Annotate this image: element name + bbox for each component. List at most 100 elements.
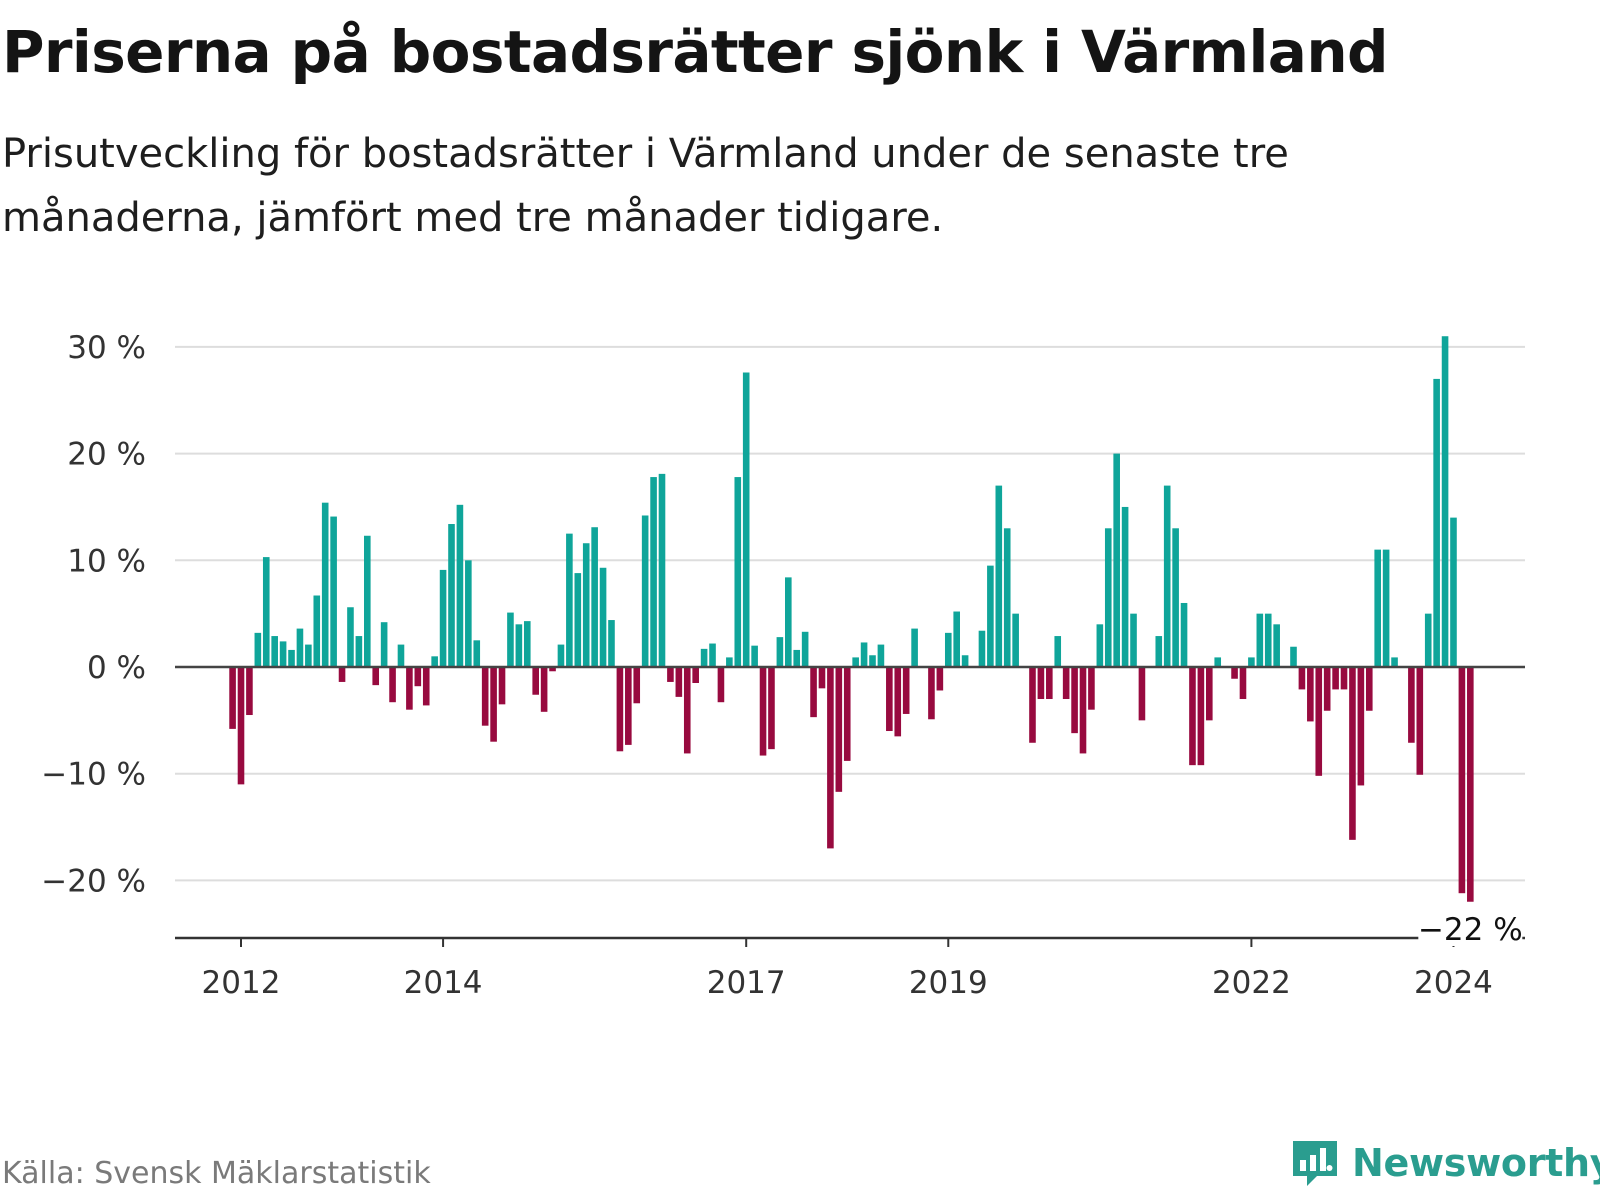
bar <box>237 667 245 785</box>
bar <box>667 667 674 682</box>
bar <box>894 667 902 737</box>
bar <box>835 667 843 792</box>
bar <box>1231 667 1238 679</box>
bar <box>961 655 969 667</box>
y-tick-label: 20 % <box>67 437 146 473</box>
bar <box>347 607 354 667</box>
bar <box>1088 667 1095 710</box>
brand-name: Newsworthy <box>1352 1141 1600 1185</box>
bar <box>742 372 750 667</box>
x-tick-label: 2014 <box>404 965 483 1001</box>
bar <box>1433 378 1440 667</box>
bar <box>1071 667 1078 734</box>
bar <box>608 620 615 667</box>
last-value-annotation: −22 % <box>1418 912 1523 948</box>
grid-lines <box>175 345 1525 882</box>
bar <box>1315 667 1323 776</box>
x-tick-label: 2012 <box>202 965 281 1001</box>
y-tick-label: 0 % <box>87 650 146 686</box>
bar <box>364 535 371 667</box>
bar <box>625 667 632 745</box>
bar <box>1458 667 1466 894</box>
bar <box>262 557 270 667</box>
bar <box>380 622 388 667</box>
bar <box>549 667 556 672</box>
bar <box>498 667 506 705</box>
bar <box>995 485 1003 667</box>
bar <box>465 560 472 667</box>
bar <box>1096 624 1104 667</box>
bar <box>313 595 321 667</box>
bar <box>860 642 868 667</box>
bar <box>1046 667 1053 700</box>
bar <box>633 667 641 704</box>
bar <box>1467 667 1474 902</box>
y-tick-label: 30 % <box>67 330 146 366</box>
bar <box>1104 528 1112 667</box>
bar <box>271 636 278 667</box>
bar <box>439 569 447 667</box>
bar <box>801 631 809 667</box>
bar <box>296 628 304 667</box>
x-tick-label: 2017 <box>707 965 786 1001</box>
bar <box>683 667 691 754</box>
bar <box>886 667 893 732</box>
bar <box>591 527 598 667</box>
bar <box>650 477 657 667</box>
bar <box>414 667 422 687</box>
bar <box>1113 453 1120 667</box>
bar <box>1079 667 1087 754</box>
bar <box>490 667 497 742</box>
bar <box>1340 667 1348 690</box>
y-tick-label: −20 % <box>41 863 146 899</box>
bar <box>532 667 539 695</box>
bar <box>1391 657 1398 667</box>
y-tick-label: −10 % <box>41 757 146 793</box>
bar <box>1323 667 1331 711</box>
bar <box>827 667 834 849</box>
bar <box>321 502 329 667</box>
bar <box>523 621 531 667</box>
source-note: Källa: Svensk Mäklarstatistik <box>2 1156 431 1191</box>
bar <box>843 667 851 761</box>
bar <box>928 667 935 720</box>
bar <box>1450 517 1457 667</box>
bar <box>675 667 683 697</box>
bar <box>726 657 733 667</box>
bar <box>936 667 944 691</box>
bar <box>776 637 784 667</box>
bar <box>582 543 590 667</box>
bar <box>473 640 481 667</box>
bar <box>987 565 994 667</box>
bar-chart: −20 % −10 % 0 % 10 % 20 % 30 % 2012 2014 2017 201… <box>41 330 1525 1001</box>
bar <box>1138 667 1146 721</box>
bar <box>246 667 253 716</box>
bar <box>1163 485 1171 667</box>
bar <box>1054 636 1062 667</box>
bar <box>616 667 624 752</box>
bar <box>793 649 801 667</box>
bar <box>389 667 396 703</box>
bar <box>1003 528 1011 667</box>
bar <box>1172 528 1179 667</box>
bar <box>279 641 287 667</box>
bar <box>852 657 859 667</box>
bar <box>1248 657 1255 667</box>
bar <box>1037 667 1045 700</box>
bar <box>254 632 262 667</box>
bar <box>869 655 876 667</box>
bar <box>1214 657 1222 667</box>
bar <box>1264 613 1272 667</box>
bar <box>481 667 489 726</box>
bar <box>1256 613 1264 667</box>
chart-subtitle: Prisutveckling för bostadsrätter i Värml… <box>2 131 1289 241</box>
bar <box>1273 624 1280 667</box>
bar <box>641 515 649 667</box>
newsworthy-logo[interactable]: Newsworthy <box>1290 1138 1600 1188</box>
bar <box>566 533 573 668</box>
newsworthy-icon <box>1293 1141 1337 1186</box>
bar <box>944 632 952 667</box>
bar <box>1189 667 1196 766</box>
annotation-background <box>1418 914 1523 946</box>
bar <box>877 644 885 667</box>
